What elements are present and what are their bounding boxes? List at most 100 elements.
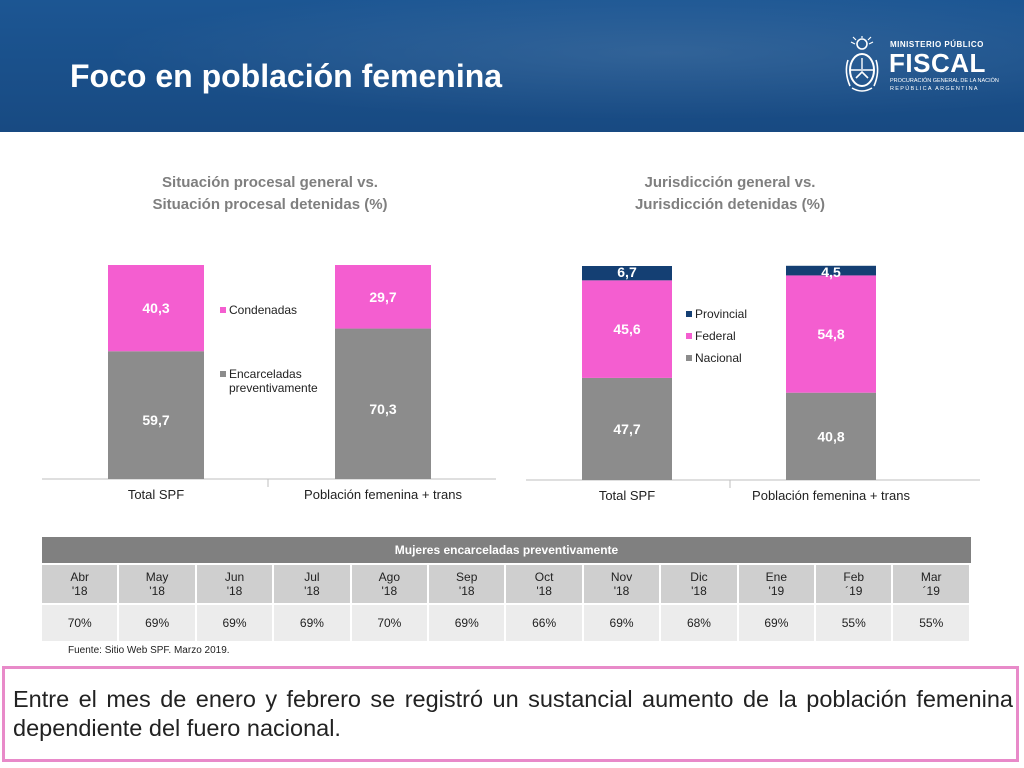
category-tick-label: Total SPF — [128, 487, 184, 502]
value-cell: 55% — [893, 603, 971, 641]
bar-segment — [582, 377, 672, 480]
legend-label: preventivamente — [229, 381, 318, 395]
month-cell: Oct '18 — [506, 563, 584, 603]
month-name: Nov — [610, 570, 633, 584]
month-cell: Sep '18 — [429, 563, 507, 603]
month-name: Jun — [224, 570, 245, 584]
logo-line-fiscal: FISCAL — [889, 48, 986, 78]
value-cell: 70% — [351, 603, 430, 641]
month-year: '18 — [71, 584, 88, 598]
legend-swatch — [686, 355, 692, 361]
value-cell: 69% — [196, 603, 275, 641]
national-seal-icon — [845, 36, 879, 92]
value-cell: 66% — [506, 603, 584, 641]
month-name: Mar — [920, 570, 942, 584]
legend-swatch — [220, 307, 226, 313]
bar-segment — [108, 265, 204, 352]
bar-segment — [786, 392, 876, 480]
month-year: '18 — [226, 584, 243, 598]
month-name: Feb — [843, 570, 865, 584]
value-cell: 69% — [274, 603, 352, 641]
month-year: '18 — [149, 584, 165, 598]
data-label: 54,8 — [817, 326, 844, 342]
data-label: 40,3 — [142, 300, 169, 316]
header-banner: Foco en población femenina MINISTERIO PÚ… — [0, 0, 1024, 132]
category-tick-label: Población femenina + trans — [752, 488, 910, 503]
data-label: 45,6 — [613, 321, 640, 337]
legend-label: Federal — [695, 329, 736, 343]
bar-segment — [335, 328, 431, 479]
value-cell: 68% — [661, 603, 739, 641]
month-year: '18 — [381, 584, 398, 598]
category-tick-label: Población femenina + trans — [304, 487, 462, 502]
month-name: Ago — [378, 570, 400, 584]
bar-segment — [582, 280, 672, 378]
legend-label: Encarceladas — [229, 367, 302, 381]
legend-label: Nacional — [695, 351, 742, 365]
month-year: ´19 — [845, 584, 863, 598]
value-cell: 69% — [738, 603, 817, 641]
logo-line-procuracion: PROCURACIÓN GENERAL DE LA NACIÓN — [890, 78, 999, 84]
legend-label: Provincial — [695, 307, 747, 321]
chart1-title-line1: Situación procesal general vs. — [162, 174, 378, 191]
monthly-table: Mujeres encarceladas preventivamente Abr… — [42, 537, 971, 641]
legend-swatch — [220, 371, 226, 377]
value-cell: 69% — [583, 603, 662, 641]
ministerio-publico-fiscal-logo: MINISTERIO PÚBLICO FISCAL PROCURACIÓN GE… — [842, 36, 999, 98]
month-year: '18 — [613, 584, 630, 598]
month-cell: Mar ´19 — [893, 563, 971, 603]
month-cell: Jul '18 — [274, 563, 352, 603]
legend-swatch — [686, 333, 692, 339]
bar-segment — [108, 351, 204, 479]
source-note: Fuente: Sitio Web SPF. Marzo 2019. — [68, 645, 230, 656]
month-cell: Abr '18 — [42, 563, 120, 603]
table-caption: Mujeres encarceladas preventivamente — [42, 537, 971, 563]
data-label: 70,3 — [369, 401, 396, 417]
value-cell: 70% — [42, 603, 120, 641]
data-label: 4,5 — [821, 264, 841, 280]
value-cell: 69% — [429, 603, 507, 641]
logo-line-ministerio: MINISTERIO PÚBLICO — [890, 40, 984, 49]
month-year: '18 — [458, 584, 475, 598]
legend-label: Condenadas — [229, 303, 297, 317]
month-name: Oct — [534, 570, 554, 584]
highlight-note-text: Entre el mes de enero y febrero se regis… — [13, 686, 1013, 741]
data-label: 40,8 — [817, 428, 844, 444]
chart1-title-line2: Situación procesal detenidas (%) — [152, 196, 388, 213]
month-name: May — [145, 570, 169, 584]
bar-segment — [582, 266, 672, 281]
months-row: Abr '18 May '18 Jun '18 Jul '18 Ago '18 Sep '18 Oct '… — [42, 563, 971, 603]
page-title: Foco en población femenina — [70, 58, 503, 94]
values-row: 70% 69% 69% 69% 70% 69% 66% 69% 68% 69% 55% 55% — [42, 603, 971, 641]
month-name: Sep — [456, 570, 478, 584]
data-label: 6,7 — [617, 264, 637, 280]
month-cell: Nov '18 — [583, 563, 662, 603]
month-cell: Dic '18 — [661, 563, 739, 603]
bar-segment — [335, 265, 431, 329]
highlight-note-box: Entre el mes de enero y febrero se regis… — [2, 666, 1019, 762]
month-year: '19 — [768, 584, 785, 598]
value-cell: 55% — [816, 603, 894, 641]
bar-segment — [786, 275, 876, 393]
header-gradient — [0, 0, 1024, 132]
category-tick-label: Total SPF — [599, 488, 655, 503]
month-year: '18 — [536, 584, 552, 598]
month-cell: Ago '18 — [351, 563, 430, 603]
legend-swatch — [686, 311, 692, 317]
month-year: '18 — [691, 584, 707, 598]
month-cell: Jun '18 — [196, 563, 275, 603]
month-name: Jul — [304, 570, 320, 584]
month-year: '18 — [304, 584, 320, 598]
month-cell: May '18 — [119, 563, 197, 603]
detention-table: Mujeres encarceladas preventivamente Abr… — [42, 537, 971, 641]
month-name: Ene — [765, 570, 788, 584]
value-cell: 69% — [119, 603, 197, 641]
month-name: Abr — [70, 570, 90, 584]
chart2-title: Jurisdicción general vs. Jurisdicción de… — [540, 172, 920, 216]
data-label: 29,7 — [369, 289, 396, 305]
data-label: 59,7 — [142, 412, 169, 428]
month-year: ´19 — [922, 584, 940, 598]
bar-segment — [786, 265, 876, 276]
